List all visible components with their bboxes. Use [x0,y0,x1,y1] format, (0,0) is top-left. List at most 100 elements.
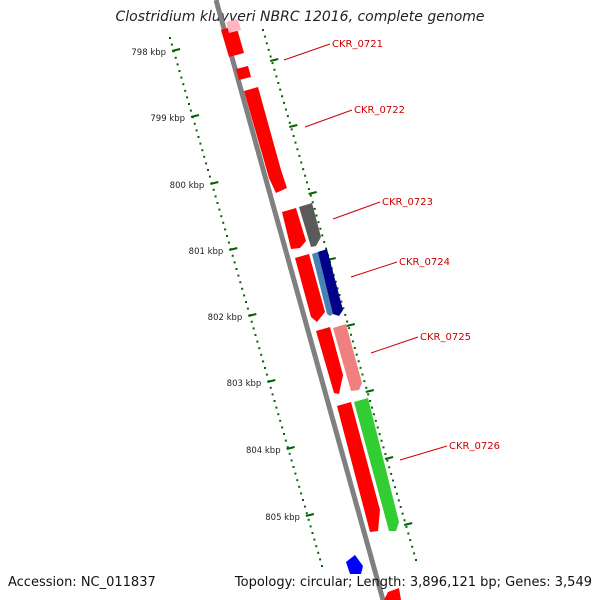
ruler-tick-label: 798 kbp [131,48,166,58]
ruler-dot [374,419,377,422]
gene-callouts: CKR_0721 CKR_0722 CKR_0723 CKR_0724 CKR_0725… [283,39,500,461]
ruler-dot [395,492,398,495]
ruler-dot [226,235,228,237]
ruler-major-tick [210,181,219,185]
gene-label[interactable]: CKR_0721 [332,39,383,50]
ruler-dot [298,154,301,157]
ruler-dot [290,128,293,131]
ruler-dot [176,63,179,66]
ruler-dot [390,472,393,475]
ruler-dot [344,313,347,316]
ruler-dot [376,426,379,429]
ruler-dot [269,386,272,389]
ruler-dot [367,393,370,396]
ruler-major-tick [346,323,355,327]
ruler-dot [222,221,225,224]
ruler-major-tick [384,456,394,460]
ruler-dot [273,68,276,71]
gene-label[interactable]: CKR_0722 [354,105,405,116]
ruler-major-tick [248,313,257,317]
position-ruler-left: 798 kbp 799 kbp 800 kbp 801 kbp 802 kbp 803 k… [131,37,323,567]
ruler-dot [384,453,387,455]
ruler-dot [212,188,215,191]
cds-arrow [221,25,244,57]
ruler-major-tick [269,58,279,62]
ruler-dot [296,148,299,151]
ruler-dot [325,247,328,250]
ruler-dot [298,485,301,488]
ruler-dot [207,169,209,171]
gene-label[interactable]: CKR_0725 [420,332,471,343]
gene-label[interactable]: CKR_0723 [382,197,433,208]
cds-arrow [337,402,380,532]
ruler-tick-label: 803 kbp [227,379,262,389]
ruler-dot [315,545,318,548]
callout-line [332,201,381,220]
ruler-dot [313,207,316,210]
cds-arrow [384,588,401,600]
ruler-dot [201,149,204,152]
callout-line [304,109,353,128]
gene-label[interactable]: CKR_0724 [399,257,450,268]
ruler-dot [336,287,339,290]
ruler-dot [279,88,282,91]
ruler-dot [288,121,291,124]
ruler-dot [220,215,223,218]
ruler-dot [397,499,400,502]
ruler-dot [415,559,417,561]
ruler-dot [184,89,187,92]
cds-0726-box [354,398,399,531]
ruler-dot [340,300,343,303]
ruler-dot [182,83,185,86]
ruler-dot [405,525,408,528]
ruler-dot [317,551,320,554]
ruler-dot [241,287,244,290]
ruler-dot [378,433,381,436]
cds-arrow [226,19,241,33]
ruler-dot [407,532,410,535]
ruler-dot [296,479,299,482]
ruler-dot [361,373,364,376]
callout-line [399,445,448,461]
ruler-dot [302,168,305,171]
ruler-dot [239,281,242,284]
ruler-dot [267,48,270,51]
ruler-dot [303,505,306,508]
ruler-dot [399,506,402,508]
gene-label[interactable]: CKR_0726 [449,441,500,452]
ruler-dot [286,115,289,118]
cds-arrow [316,327,343,394]
ruler-dot [409,539,412,542]
ruler-dot [169,37,171,39]
ruler-dot [260,353,263,356]
ruler-dot [382,446,385,449]
accession-text: Accession: NC_011837 [8,575,156,590]
ruler-dot [315,214,318,217]
ruler-dot [214,195,217,198]
ruler-dot [195,129,198,132]
ruler-major-tick [365,389,375,393]
ruler-dot [292,466,295,468]
callout-line [283,43,331,61]
ruler-tick-label: 805 kbp [265,513,300,523]
ruler-dot [246,307,249,310]
outer-features [299,203,399,574]
ruler-dot [321,234,324,237]
cds-arrow [236,66,251,80]
callout-line [370,336,419,354]
ruler-dot [250,320,253,323]
ruler-dot [235,268,238,270]
position-ruler-right [262,29,417,561]
ruler-dot [413,552,416,555]
ruler-dot [388,466,391,469]
ruler-dot [342,307,345,310]
ruler-dot [277,82,280,84]
ruler-dot [216,202,219,204]
ruler-dot [309,525,312,528]
ruler-dot [288,452,291,455]
ruler-dot [401,512,404,515]
ruler-dot [273,400,276,402]
ruler-tick-label: 800 kbp [170,181,205,191]
ruler-dot [309,194,312,197]
